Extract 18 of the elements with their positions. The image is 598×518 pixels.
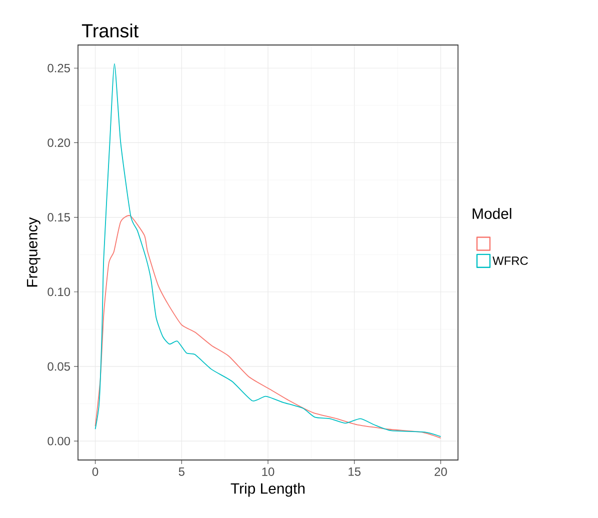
line-series xyxy=(94,63,442,438)
y-axis-title: Frequency xyxy=(26,217,40,287)
x-tick-label: 15 xyxy=(348,468,361,476)
x-tick-label: 20 xyxy=(434,468,447,476)
y-tick-label: 0.20 xyxy=(48,138,70,147)
legend-label: WFRC xyxy=(492,256,528,265)
x-tick-label: 5 xyxy=(178,468,184,476)
y-tick-label: 0.25 xyxy=(48,64,70,72)
line-series xyxy=(94,215,442,439)
x-tick-label: 0 xyxy=(92,468,98,476)
chart-title: Transit xyxy=(82,24,139,38)
y-tick-label: 0.05 xyxy=(48,362,70,371)
legend-title: Model xyxy=(472,208,512,219)
y-tick-label: 0.10 xyxy=(48,288,70,296)
y-tick-label: 0.15 xyxy=(48,213,70,222)
x-axis-title: Trip Length xyxy=(230,482,305,497)
y-tick-label: 0.00 xyxy=(48,436,70,446)
x-tick-label: 10 xyxy=(262,468,274,476)
